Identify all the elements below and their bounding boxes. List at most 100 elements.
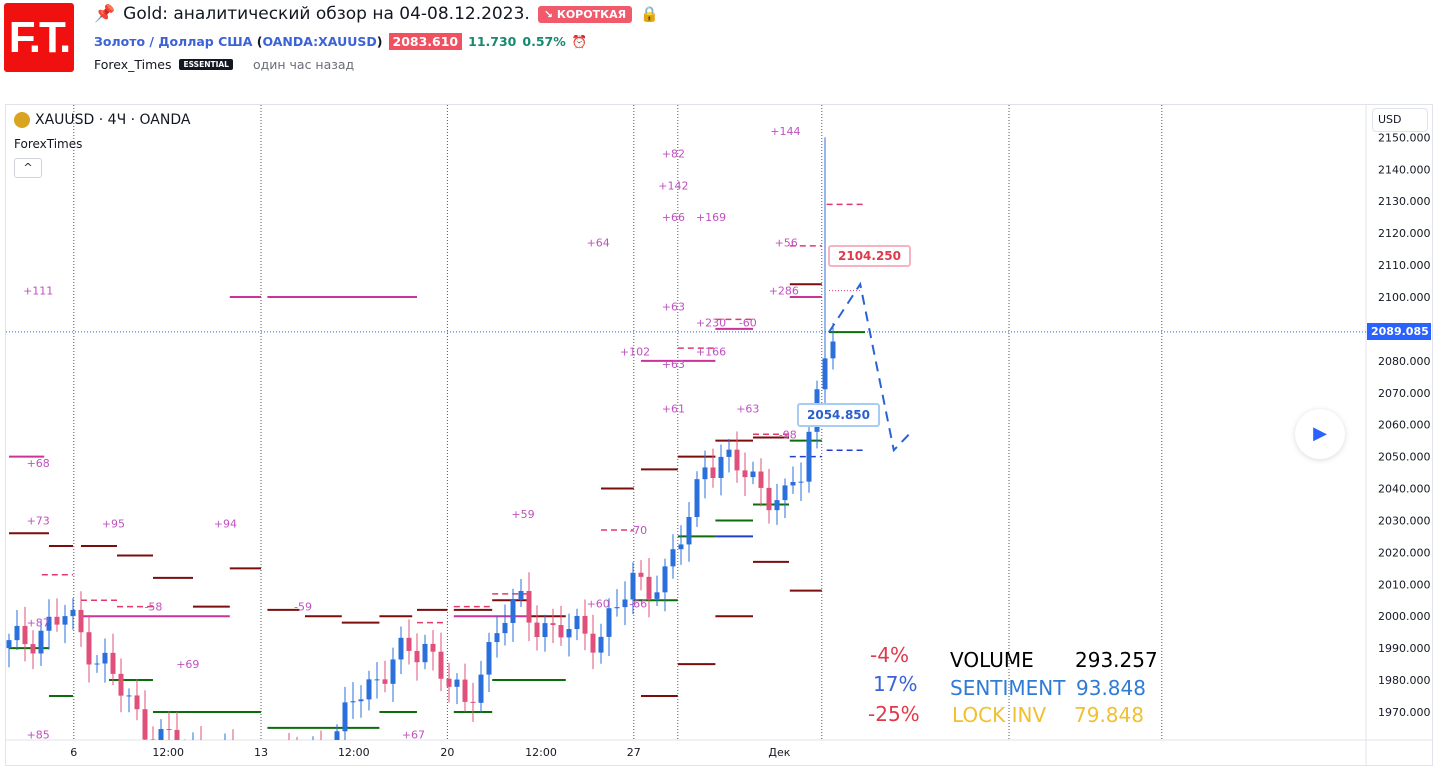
level-annotation: +69 [176, 658, 199, 671]
author-link[interactable]: Forex_Times [94, 57, 172, 72]
level-annotation: +68 [27, 457, 50, 470]
alarm-clock-icon[interactable]: ⏰ [571, 33, 588, 49]
candle-body [142, 709, 148, 740]
candle-body [446, 678, 452, 687]
candle-body [566, 629, 572, 638]
candle-body [766, 487, 772, 511]
candle-body [334, 731, 340, 740]
candle-body [686, 517, 692, 545]
time-tick-label: 27 [627, 746, 641, 759]
candle-body [223, 748, 228, 762]
level-annotation: +111 [23, 285, 53, 298]
level-annotation: +63 [662, 358, 685, 371]
candle-body [806, 431, 812, 482]
volume-value: 293.257 [1075, 648, 1158, 672]
time-tick-label: 12:00 [338, 746, 370, 759]
level-annotation: -66 [629, 597, 647, 610]
candle-body [86, 632, 92, 665]
price-tick-label: 1980.000 [1378, 674, 1431, 687]
level-annotation: +286 [769, 285, 799, 298]
price-tick-label: 2060.000 [1378, 419, 1431, 432]
candle-body [694, 479, 700, 518]
idea-title: 📌 Gold: аналитический обзор на 04-08.12.… [94, 4, 659, 24]
candle-body [319, 749, 324, 761]
level-annotation: +169 [696, 211, 726, 224]
target-low-callout: 2054.850 [797, 403, 881, 427]
candle-body [646, 576, 652, 599]
forex-times-logo[interactable]: F.T. [4, 3, 74, 72]
level-annotation: +56 [775, 237, 798, 250]
candle-body [438, 651, 444, 679]
essential-badge: ESSENTIAL [179, 59, 233, 70]
play-replay-button[interactable]: ▶ [1295, 409, 1345, 459]
level-annotation: +73 [27, 514, 50, 527]
candle-body [830, 341, 836, 359]
candle-body [38, 630, 44, 654]
candle-body [327, 760, 332, 762]
volume-pct: -4% [870, 643, 909, 667]
level-annotation: -58 [144, 601, 162, 614]
lock-icon: 🔒 [640, 5, 659, 23]
indicator-name[interactable]: ForexTimes [14, 137, 83, 151]
candle-body [199, 745, 204, 767]
candle-body [311, 749, 316, 759]
sentiment-value: 93.848 [1076, 676, 1146, 700]
candle-body [94, 663, 100, 665]
candle-body [742, 470, 748, 478]
level-annotation: +102 [620, 345, 650, 358]
collapse-legend-button[interactable]: ^ [14, 158, 42, 178]
price-change: 11.730 [468, 34, 517, 49]
volume-label: VOLUME [950, 648, 1034, 672]
symbol-code-link[interactable]: OANDA:XAUUSD [262, 34, 377, 49]
level-annotation: +60 [587, 597, 610, 610]
candle-body [54, 616, 60, 625]
candle-body [255, 766, 260, 771]
author-line: Forex_Times ESSENTIAL один час назад [94, 57, 354, 72]
candle-body [207, 767, 212, 771]
chart-legend[interactable]: XAUUSD · 4Ч · OANDA [14, 112, 190, 128]
candle-body [14, 625, 20, 641]
time-tick-label: Дек [768, 746, 790, 759]
target-high-callout: 2104.250 [828, 245, 912, 267]
candle-body [654, 592, 660, 599]
time-tick-label: 6 [70, 746, 77, 759]
candle-body [22, 625, 28, 645]
candle-body [630, 572, 636, 600]
candle-body [46, 616, 52, 631]
candle-body [287, 751, 292, 755]
level-annotation: -60 [739, 317, 757, 330]
candle-body [678, 544, 684, 550]
price-tick-label: 1990.000 [1378, 642, 1431, 655]
published-time: один час назад [252, 57, 355, 72]
candle-body [470, 701, 476, 703]
candle-body [798, 481, 804, 483]
candle-body [710, 467, 716, 478]
candle-body [734, 449, 740, 471]
candle-body [414, 650, 420, 663]
level-annotation: +64 [587, 237, 610, 250]
price-tick-label: 2150.000 [1378, 131, 1431, 144]
forecast-path [828, 281, 910, 453]
price-change-pct: 0.57% [522, 34, 566, 49]
candle-body [350, 701, 356, 703]
candle-body [295, 755, 300, 770]
candle-body [478, 674, 484, 703]
candle-body [550, 623, 556, 626]
current-price-label: 2089.085 [1367, 323, 1431, 340]
candle-body [382, 679, 388, 684]
time-tick-label: 13 [254, 746, 268, 759]
lock-inv-pct: -25% [868, 702, 920, 726]
short-badge: ↘ КОРОТКАЯ [537, 5, 633, 23]
chart-frame[interactable] [5, 104, 1433, 766]
currency-label[interactable]: USD [1372, 108, 1428, 132]
level-annotation: -98 [779, 428, 797, 441]
candle-body [582, 615, 588, 634]
candle-body [398, 637, 404, 660]
symbol-name-link[interactable]: Золото / Доллар США [94, 34, 253, 49]
level-annotation: +85 [27, 728, 50, 741]
candle-body [279, 751, 284, 771]
idea-title-text: Gold: аналитический обзор на 04-08.12.20… [123, 4, 530, 24]
candle-body [166, 729, 172, 731]
candle-body [622, 599, 628, 608]
